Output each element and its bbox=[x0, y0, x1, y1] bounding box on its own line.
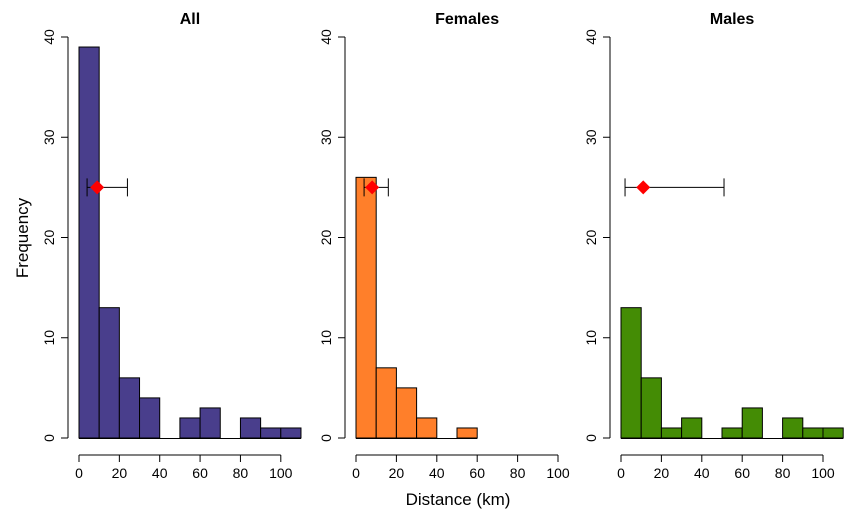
histogram-bar bbox=[416, 417, 438, 439]
histogram-bar bbox=[78, 46, 100, 439]
panel-females: Females 0 10 20 30 40 0 20 40 60 80 100 bbox=[318, 11, 570, 481]
x-tick-label: 80 bbox=[510, 465, 526, 481]
x-tick-label: 60 bbox=[192, 465, 208, 481]
point-estimate-marker bbox=[636, 180, 651, 195]
histogram-bar bbox=[395, 387, 418, 439]
x-tick-label: 0 bbox=[352, 465, 360, 481]
y-tick-label: 20 bbox=[41, 230, 57, 246]
y-tick-label: 40 bbox=[318, 29, 334, 45]
x-tick-label: 60 bbox=[469, 465, 485, 481]
x-tick-label: 60 bbox=[734, 465, 750, 481]
point-estimate-marker bbox=[90, 180, 105, 195]
histogram-bar bbox=[802, 427, 824, 439]
y-tick-label: 0 bbox=[41, 434, 57, 442]
point-estimate-marker bbox=[365, 180, 380, 195]
y-tick-label: 20 bbox=[318, 230, 334, 246]
x-tick-label: 40 bbox=[429, 465, 445, 481]
x-tick-label: 0 bbox=[75, 465, 83, 481]
x-tick-label: 20 bbox=[389, 465, 405, 481]
histogram-bar bbox=[721, 427, 743, 439]
histogram-bar bbox=[355, 176, 377, 439]
x-tick-label: 0 bbox=[617, 465, 625, 481]
x-axis-label: Distance (km) bbox=[406, 490, 511, 509]
y-axis-label: Frequency bbox=[13, 197, 32, 278]
x-tick-label: 40 bbox=[694, 465, 710, 481]
y-tick-label: 0 bbox=[318, 434, 334, 442]
histogram-bar bbox=[139, 397, 161, 439]
histogram-bar bbox=[239, 417, 262, 439]
y-tick-label: 30 bbox=[318, 129, 334, 145]
histogram-bar bbox=[280, 427, 302, 439]
y-tick-label: 30 bbox=[583, 129, 599, 145]
x-tick-label: 100 bbox=[546, 465, 570, 481]
y-tick-label: 40 bbox=[583, 29, 599, 45]
x-tick-label: 100 bbox=[269, 465, 293, 481]
histogram-bar bbox=[640, 377, 662, 439]
x-tick-label: 20 bbox=[112, 465, 128, 481]
histogram-bar bbox=[782, 417, 804, 439]
histogram-bar bbox=[741, 407, 763, 439]
histogram-bar bbox=[375, 367, 397, 439]
x-tick-label: 80 bbox=[233, 465, 249, 481]
histogram-bar bbox=[199, 407, 221, 439]
y-tick-label: 20 bbox=[583, 230, 599, 246]
y-tick-label: 10 bbox=[318, 330, 334, 346]
x-tick-label: 80 bbox=[775, 465, 791, 481]
histogram-bar bbox=[660, 427, 683, 439]
histogram-bar bbox=[620, 307, 642, 439]
y-tick-label: 30 bbox=[41, 129, 57, 145]
histogram-bar bbox=[260, 427, 282, 439]
y-tick-label: 10 bbox=[41, 330, 57, 346]
panel-title: All bbox=[180, 11, 200, 28]
y-tick-label: 40 bbox=[41, 29, 57, 45]
histogram-bar bbox=[98, 307, 120, 439]
x-tick-label: 20 bbox=[654, 465, 670, 481]
histogram-bar bbox=[456, 427, 478, 439]
y-tick-label: 0 bbox=[583, 434, 599, 442]
panel-title: Females bbox=[435, 11, 499, 28]
y-tick-label: 10 bbox=[583, 330, 599, 346]
histogram-bar bbox=[681, 417, 703, 439]
histogram-bar bbox=[179, 417, 201, 439]
panel-title: Males bbox=[710, 11, 755, 28]
histogram-bar bbox=[118, 377, 141, 439]
x-tick-label: 100 bbox=[811, 465, 835, 481]
panel-males: Males 0 10 20 30 40 0 20 40 60 80 100 bbox=[583, 11, 844, 481]
panel-all: All 0 10 20 30 40 0 20 40 60 80 100 bbox=[41, 11, 302, 481]
histogram-bar bbox=[822, 427, 844, 439]
x-tick-label: 40 bbox=[152, 465, 168, 481]
